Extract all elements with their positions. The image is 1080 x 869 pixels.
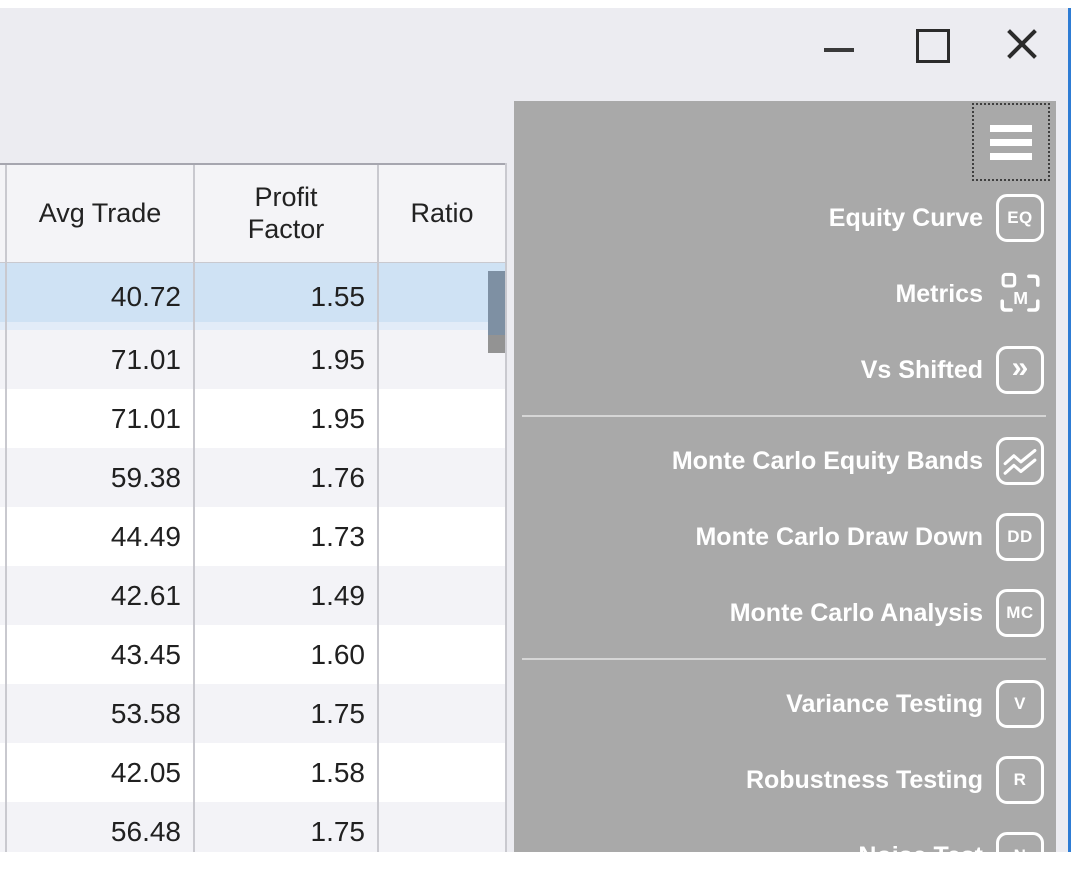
avg-trade-value: 42.61 bbox=[7, 566, 195, 625]
menu-item-vs-shifted[interactable]: Vs Shifted » bbox=[514, 332, 1056, 408]
hamburger-icon bbox=[990, 124, 1032, 132]
profit-factor-value: 1.75 bbox=[195, 684, 379, 743]
avg-trade-value: 40.72 bbox=[7, 263, 195, 330]
ratio-value bbox=[379, 263, 505, 330]
menu-item-equity-curve[interactable]: Equity Curve EQ bbox=[514, 180, 1056, 256]
column-header-avg-trade[interactable]: Avg Trade bbox=[7, 165, 195, 262]
profit-factor-value: 1.49 bbox=[195, 566, 379, 625]
profit-factor-value: 1.95 bbox=[195, 330, 379, 389]
menu-item-label: Robustness Testing bbox=[745, 765, 983, 794]
ratio-value bbox=[379, 330, 505, 389]
profit-factor-value: 1.75 bbox=[195, 802, 379, 852]
column-header-label: Profit Factor bbox=[247, 182, 325, 244]
minimize-button[interactable] bbox=[824, 39, 854, 61]
ratio-value bbox=[379, 448, 505, 507]
table-row[interactable]: 59.38 1.76 bbox=[0, 448, 505, 507]
table-row[interactable]: 42.61 1.49 bbox=[0, 566, 505, 625]
avg-trade-value: 43.45 bbox=[7, 625, 195, 684]
avg-trade-value: 59.38 bbox=[7, 448, 195, 507]
app-window: Avg Trade Profit Factor Ratio 40.72 1.55… bbox=[0, 8, 1071, 852]
equity-bands-waves-icon bbox=[996, 437, 1044, 485]
menu-item-label: Equity Curve bbox=[828, 203, 983, 232]
menu-item-monte-carlo-analysis[interactable]: Monte Carlo Analysis MC bbox=[514, 575, 1056, 651]
menu-item-variance-testing[interactable]: Variance Testing V bbox=[514, 666, 1056, 742]
menu-separator bbox=[514, 408, 1056, 423]
column-header-label: Ratio bbox=[410, 198, 474, 228]
table-row[interactable]: 56.48 1.75 bbox=[0, 802, 505, 852]
menu-separator bbox=[514, 651, 1056, 666]
menu-item-label: Monte Carlo Equity Bands bbox=[671, 446, 983, 475]
profit-factor-value: 1.76 bbox=[195, 448, 379, 507]
menu-item-label: Monte Carlo Analysis bbox=[729, 598, 983, 627]
menu-item-metrics[interactable]: Metrics M bbox=[514, 256, 1056, 332]
ratio-value bbox=[379, 684, 505, 743]
ratio-value bbox=[379, 507, 505, 566]
draw-down-icon: DD bbox=[996, 513, 1044, 561]
table-header-row: Avg Trade Profit Factor Ratio bbox=[0, 163, 505, 263]
menu-item-label: Variance Testing bbox=[786, 689, 983, 718]
ratio-value bbox=[379, 566, 505, 625]
table-row[interactable]: 42.05 1.58 bbox=[0, 743, 505, 802]
table-row[interactable]: 71.01 1.95 bbox=[0, 330, 505, 389]
profit-factor-value: 1.58 bbox=[195, 743, 379, 802]
equity-curve-icon: EQ bbox=[996, 194, 1044, 242]
analysis-menu: Equity Curve EQ Metrics M Vs Shifted bbox=[514, 180, 1056, 852]
close-button[interactable] bbox=[1005, 27, 1039, 61]
avg-trade-value: 42.05 bbox=[7, 743, 195, 802]
menu-item-label: Metrics bbox=[895, 279, 983, 308]
robustness-testing-icon: R bbox=[996, 756, 1044, 804]
avg-trade-value: 53.58 bbox=[7, 684, 195, 743]
svg-text:M: M bbox=[1013, 288, 1028, 308]
menu-item-label: Vs Shifted bbox=[860, 355, 983, 384]
menu-item-label: Noise Test bbox=[858, 842, 983, 853]
table-row[interactable]: 71.01 1.95 bbox=[0, 389, 505, 448]
avg-trade-value: 71.01 bbox=[7, 389, 195, 448]
avg-trade-value: 44.49 bbox=[7, 507, 195, 566]
noise-test-icon: N bbox=[996, 832, 1044, 852]
menu-item-monte-carlo-draw-down[interactable]: Monte Carlo Draw Down DD bbox=[514, 499, 1056, 575]
monte-carlo-icon: MC bbox=[996, 589, 1044, 637]
ratio-value bbox=[379, 389, 505, 448]
results-table: Avg Trade Profit Factor Ratio 40.72 1.55… bbox=[0, 163, 507, 852]
menu-item-robustness-testing[interactable]: Robustness Testing R bbox=[514, 742, 1056, 818]
table-scrollbar-thumb[interactable] bbox=[488, 271, 505, 353]
column-header-label: Avg Trade bbox=[38, 198, 162, 228]
profit-factor-value: 1.73 bbox=[195, 507, 379, 566]
ratio-value bbox=[379, 802, 505, 852]
profit-factor-value: 1.55 bbox=[195, 263, 379, 330]
avg-trade-value: 71.01 bbox=[7, 330, 195, 389]
metrics-icon: M bbox=[996, 270, 1044, 318]
table-header-cut-column bbox=[0, 165, 7, 262]
menu-item-label: Monte Carlo Draw Down bbox=[695, 522, 983, 551]
ratio-value bbox=[379, 743, 505, 802]
ratio-value bbox=[379, 625, 505, 684]
menu-item-monte-carlo-equity-bands[interactable]: Monte Carlo Equity Bands bbox=[514, 423, 1056, 499]
double-chevron-icon: » bbox=[996, 346, 1044, 394]
table-row[interactable]: 53.58 1.75 bbox=[0, 684, 505, 743]
menu-item-noise-test[interactable]: Noise Test N bbox=[514, 818, 1056, 852]
column-header-ratio[interactable]: Ratio bbox=[379, 165, 505, 262]
maximize-button[interactable] bbox=[916, 29, 950, 63]
table-row[interactable]: 44.49 1.73 bbox=[0, 507, 505, 566]
profit-factor-value: 1.60 bbox=[195, 625, 379, 684]
hamburger-menu-button[interactable] bbox=[972, 103, 1050, 181]
avg-trade-value: 56.48 bbox=[7, 802, 195, 852]
table-row[interactable]: 43.45 1.60 bbox=[0, 625, 505, 684]
analysis-menu-panel: Equity Curve EQ Metrics M Vs Shifted bbox=[514, 101, 1056, 852]
minimize-icon bbox=[824, 48, 854, 52]
variance-testing-icon: V bbox=[996, 680, 1044, 728]
table-row[interactable]: 40.72 1.55 bbox=[0, 263, 505, 330]
profit-factor-value: 1.95 bbox=[195, 389, 379, 448]
column-header-profit-factor[interactable]: Profit Factor bbox=[195, 165, 379, 262]
